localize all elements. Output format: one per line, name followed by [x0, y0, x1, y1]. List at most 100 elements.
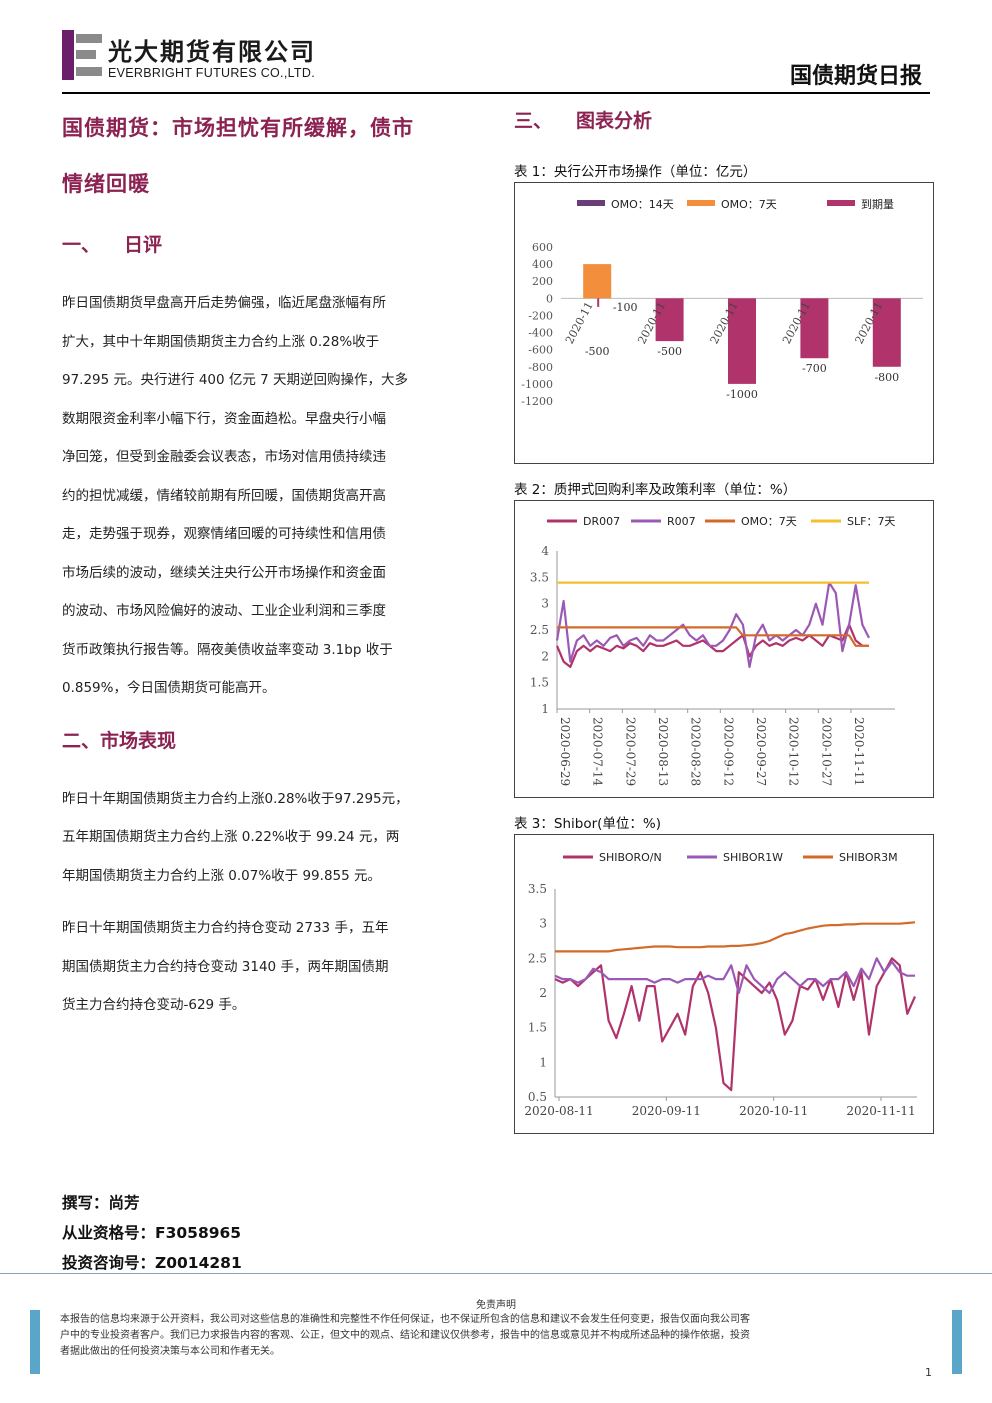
data-label: -500	[585, 345, 610, 358]
x-tick-label: 2020-10-12	[787, 717, 801, 786]
figure-1-chart: OMO：14天 OMO：7天 到期量 600 400 200 0 -200 -400 -600 -8…	[514, 182, 934, 464]
header-divider	[62, 92, 930, 94]
x-tick-label: 2020-09-11	[632, 1104, 701, 1118]
section-title: 图表分析	[576, 110, 653, 132]
disclaimer-accent-right	[952, 1310, 962, 1374]
legend-label: SHIBOR3M	[839, 851, 898, 864]
report-title-line1: 国债期货：市场担忧有所缓解，债市	[62, 115, 414, 140]
section-number: 一、	[62, 234, 101, 256]
bar-maturity	[872, 298, 901, 367]
legend-label: 到期量	[861, 198, 894, 211]
y-tick-label: 2.5	[530, 623, 549, 637]
section-title: 日评	[124, 234, 163, 256]
left-column: 国债期货：市场担忧有所缓解，债市 情绪回暖 一、 日评 昨日国债期货早盘高开后走势…	[62, 100, 494, 1025]
section-daily-review-heading: 一、 日评	[62, 230, 494, 270]
text-line: 净回笼，但受到金融委会议表态，市场对信用债持续违	[62, 449, 386, 465]
disclaimer-text: 本报告的信息均来源于公开资料，我公司对这些信息的准确性和完整性不作任何保证，也不…	[60, 1312, 936, 1360]
y-tick-label: 2	[541, 649, 549, 663]
right-column: 三、 图表分析 表 1：央行公开市场操作（单位：亿元） OMO：14天 OMO：7天…	[514, 100, 934, 1134]
legend-swatch	[577, 200, 605, 206]
omo-bar-chart: OMO：14天 OMO：7天 到期量 600 400 200 0 -200 -400 -600 -8…	[521, 198, 923, 408]
author-block: 撰写：尚芳 从业资格号：F3058965 投资咨询号：Z0014281	[62, 1188, 242, 1278]
y-tick-label: 1	[541, 702, 549, 716]
y-tick-label: 4	[541, 544, 549, 558]
shibor-line-chart: SHIBORO/N SHIBOR1W SHIBOR3M 3.5 3 2.5 2 1.5 1 0.5…	[524, 851, 917, 1118]
company-name-cn: 光大期货有限公司	[108, 37, 316, 66]
author-writer: 撰写：尚芳	[62, 1194, 140, 1212]
x-tick-label: 2020-09-12	[721, 717, 735, 786]
y-tick-label: -1000	[521, 378, 553, 391]
text-line: 货主力合约持仓变动-629 手。	[62, 997, 246, 1013]
paragraph-gap	[62, 895, 494, 909]
data-label: -500	[657, 345, 682, 358]
x-tick-label: 2020-10-11	[739, 1104, 808, 1118]
text-line: 昨日国债期货早盘高开后走势偏强，临近尾盘涨幅有所	[62, 295, 386, 311]
disclaimer-accent-left	[30, 1310, 40, 1374]
market-paragraph-1: 昨日十年期国债期货主力合约上涨0.28%收于97.295元， 五年期国债期货主力…	[62, 780, 494, 896]
y-tick-label: 0	[546, 292, 553, 305]
figure-1-caption: 表 1：央行公开市场操作（单位：亿元）	[514, 164, 757, 180]
disclaimer-title: 免责声明	[476, 1300, 516, 1311]
text-line: 走，走势强于现券，观察情绪回暖的可持续性和信用债	[62, 526, 386, 542]
everbright-logo-icon	[62, 30, 102, 80]
figure-3-caption: 表 3：Shibor(单位：%)	[514, 816, 661, 832]
legend-label: OMO：14天	[611, 198, 674, 211]
text-line: 扩大，其中十年期国债期货主力合约上涨 0.28%收于	[62, 333, 380, 350]
x-tick-label: 2020-10-27	[819, 717, 833, 786]
repo-rate-line-chart: DR007 R007 OMO：7天 SLF：7天 4 3.5 3 2.5 2 1.5 1 2020-0…	[530, 515, 896, 787]
section-title: 二、市场表现	[62, 729, 177, 752]
disclaimer-line: 本报告的信息均来源于公开资料，我公司对这些信息的准确性和完整性不作任何保证，也不…	[60, 1314, 750, 1325]
section-number: 三、	[514, 110, 553, 132]
disclaimer-line: 者据此做出的任何投资决策与本公司和作者无关。	[60, 1346, 280, 1357]
company-logo: 光大期货有限公司 EVERBRIGHT FUTURES CO.,LTD.	[62, 30, 362, 80]
x-tick-label: 2020-11-11	[852, 717, 866, 786]
disclaimer-block: 免责声明 本报告的信息均来源于公开资料，我公司对这些信息的准确性和完整性不作任何…	[30, 1296, 962, 1376]
y-tick-label: 1.5	[528, 1021, 547, 1035]
x-tick-label: 2020-08-13	[656, 717, 670, 786]
y-tick-label: 1	[539, 1055, 547, 1069]
y-tick-label: 2.5	[528, 951, 547, 965]
data-label: -1000	[726, 388, 758, 401]
section-market-heading: 二、市场表现	[62, 726, 494, 766]
market-paragraph-2: 昨日十年期国债期货主力合约持仓变动 2733 手，五年 期国债期货主力合约持仓变…	[62, 909, 494, 1025]
bar-omo-7d	[583, 264, 612, 299]
y-tick-label: 3.5	[530, 570, 549, 584]
series-line-OMO：7天	[557, 626, 869, 647]
text-line: 期国债期货主力合约持仓变动 3140 手，两年期国债期	[62, 958, 389, 975]
y-tick-label: 200	[532, 275, 553, 288]
y-tick-label: 0.5	[528, 1090, 547, 1104]
figure-3-chart: SHIBORO/N SHIBOR1W SHIBOR3M 3.5 3 2.5 2 1.5 1 0.5…	[514, 834, 934, 1134]
page-number: 1	[925, 1366, 932, 1379]
text-line: 市场后续的波动，继续关注央行公开市场操作和资金面	[62, 564, 386, 581]
author-license: 从业资格号：F3058965	[62, 1224, 242, 1242]
legend-label: OMO：7天	[721, 198, 777, 211]
text-line: 约的担忧减缓，情绪较前期有所回暖，国债期货高开高	[62, 487, 386, 504]
y-tick-label: 3	[541, 597, 549, 611]
data-label: -700	[802, 362, 827, 375]
text-line: 昨日十年期国债期货主力合约上涨0.28%收于97.295元，	[62, 790, 409, 807]
y-tick-label: 600	[532, 241, 553, 254]
text-line: 年期国债期货主力合约上涨 0.07%收于 99.855 元。	[62, 867, 381, 884]
text-line: 昨日十年期国债期货主力合约持仓变动 2733 手，五年	[62, 920, 389, 936]
legend-swatch	[827, 200, 855, 206]
y-tick-label: -600	[528, 344, 553, 357]
y-tick-label: -1200	[521, 395, 553, 408]
x-tick-label: 2020-08-11	[524, 1104, 593, 1118]
x-tick-label: 2020-08-28	[689, 717, 703, 786]
text-line: 货币政策执行报告等。隔夜美债收益率变动 3.1bp 收于	[62, 641, 393, 658]
report-title-line2: 情绪回暖	[62, 171, 150, 196]
footer-divider	[0, 1273, 992, 1274]
text-line: 0.859%，今日国债期货可能高开。	[62, 680, 276, 696]
x-tick-label: 2020-09-27	[754, 717, 768, 786]
text-line: 97.295 元。央行进行 400 亿元 7 天期逆回购操作，大多	[62, 372, 409, 388]
x-tick-label: 2020-07-14	[591, 717, 605, 787]
y-tick-label: -800	[528, 361, 553, 374]
series-line-DR007	[555, 623, 869, 668]
author-consult-number: 投资咨询号：Z0014281	[62, 1254, 242, 1272]
y-tick-label: -200	[528, 309, 553, 322]
y-tick-label: -400	[528, 327, 553, 340]
legend-label: R007	[667, 515, 696, 528]
figure-2-chart: DR007 R007 OMO：7天 SLF：7天 4 3.5 3 2.5 2 1.5 1 2020-0…	[514, 500, 934, 798]
bar-maturity	[597, 298, 600, 307]
company-name-en: EVERBRIGHT FUTURES CO.,LTD.	[108, 66, 315, 80]
